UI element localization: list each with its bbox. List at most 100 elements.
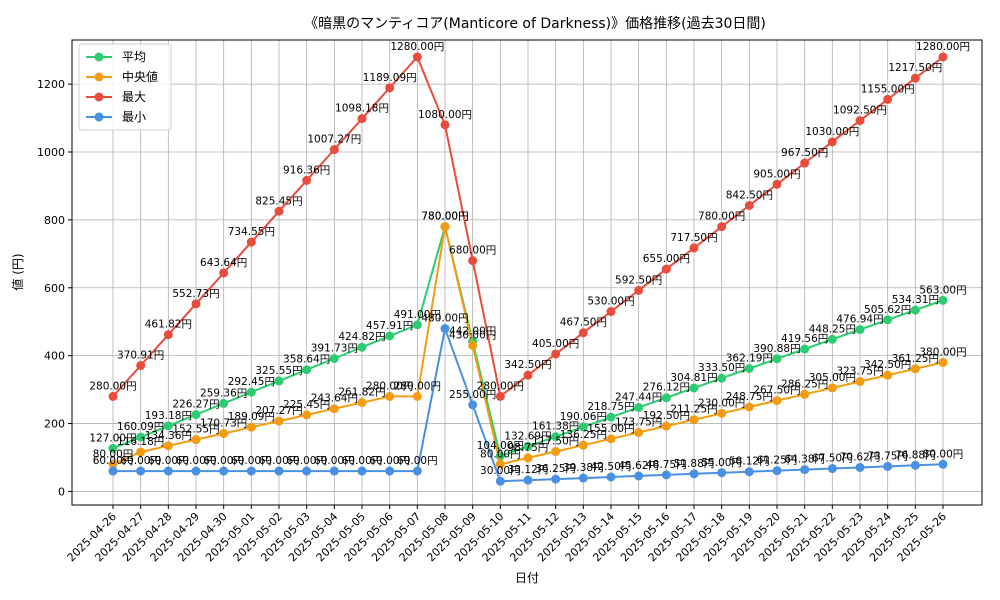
data-label: 530.00円 bbox=[587, 296, 634, 308]
data-label: 424.82円 bbox=[338, 331, 385, 343]
data-point bbox=[191, 299, 201, 309]
data-point bbox=[689, 243, 699, 253]
data-label: 132.69円 bbox=[504, 430, 551, 442]
data-point bbox=[136, 466, 146, 476]
data-label: 259.36円 bbox=[200, 387, 247, 399]
data-label: 45.62円 bbox=[618, 460, 659, 472]
y-tick-label: 600 bbox=[44, 282, 65, 295]
series-0 bbox=[108, 222, 948, 461]
data-label: 152.55円 bbox=[172, 424, 219, 436]
y-tick-label: 200 bbox=[44, 418, 65, 431]
data-point bbox=[412, 52, 422, 62]
data-point bbox=[772, 396, 782, 406]
data-label: 134.36円 bbox=[145, 430, 192, 442]
data-point bbox=[689, 383, 699, 393]
data-point bbox=[219, 398, 229, 408]
legend-item: 平均 bbox=[86, 50, 146, 64]
data-label: 60.00円 bbox=[231, 455, 272, 467]
data-label: 461.82円 bbox=[145, 319, 192, 331]
data-label: 80.00円 bbox=[923, 448, 964, 460]
data-label: 30.00円 bbox=[480, 465, 521, 477]
data-label: 248.75円 bbox=[726, 391, 773, 403]
data-label: 390.88円 bbox=[753, 343, 800, 355]
data-point bbox=[606, 412, 616, 422]
data-label: 276.12円 bbox=[643, 382, 690, 394]
data-point bbox=[246, 387, 256, 397]
data-label: 825.45円 bbox=[255, 195, 302, 207]
data-label: 304.81円 bbox=[670, 372, 717, 384]
data-point bbox=[523, 475, 533, 485]
data-point bbox=[357, 398, 367, 408]
legend-swatch-marker bbox=[94, 92, 104, 102]
data-point bbox=[246, 237, 256, 247]
data-point bbox=[412, 391, 422, 401]
data-point bbox=[744, 200, 754, 210]
data-label: 467.50円 bbox=[560, 317, 607, 329]
data-label: 967.50円 bbox=[781, 147, 828, 159]
data-point bbox=[302, 175, 312, 185]
data-point bbox=[772, 354, 782, 364]
data-point bbox=[800, 344, 810, 354]
data-label: 226.27円 bbox=[172, 399, 219, 411]
data-label: 60.00円 bbox=[397, 455, 438, 467]
data-point bbox=[329, 145, 339, 155]
data-label: 161.38円 bbox=[532, 421, 579, 433]
data-point bbox=[661, 470, 671, 480]
data-label: 476.94円 bbox=[836, 314, 883, 326]
data-label: 189.09円 bbox=[228, 411, 275, 423]
data-label: 323.75円 bbox=[836, 366, 883, 378]
data-label: 280.00円 bbox=[366, 380, 413, 392]
data-point bbox=[634, 427, 644, 437]
data-label: 342.50円 bbox=[864, 359, 911, 371]
data-label: 342.50円 bbox=[504, 359, 551, 371]
data-point bbox=[136, 432, 146, 442]
data-label: 136.25円 bbox=[560, 429, 607, 441]
data-label: 680.00円 bbox=[449, 245, 496, 257]
data-point bbox=[246, 466, 256, 476]
data-point bbox=[329, 466, 339, 476]
data-label: 104.00円 bbox=[477, 440, 524, 452]
data-label: 230.00円 bbox=[698, 397, 745, 409]
data-point bbox=[108, 466, 118, 476]
data-point bbox=[136, 361, 146, 371]
data-point bbox=[800, 465, 810, 475]
data-point bbox=[302, 410, 312, 420]
data-point bbox=[412, 466, 422, 476]
data-label: 491.00円 bbox=[394, 309, 441, 321]
data-label: 60.00円 bbox=[259, 455, 300, 467]
data-point bbox=[385, 391, 395, 401]
data-point bbox=[855, 377, 865, 387]
legend-label: 中央値 bbox=[122, 69, 158, 84]
data-label: 391.73円 bbox=[311, 342, 358, 354]
series-1 bbox=[108, 222, 948, 469]
data-label: 325.55円 bbox=[255, 365, 302, 377]
data-point bbox=[329, 404, 339, 414]
data-label: 60.00円 bbox=[93, 455, 134, 467]
data-point bbox=[495, 391, 505, 401]
data-label: 780.00円 bbox=[698, 211, 745, 223]
y-tick-label: 1000 bbox=[37, 146, 65, 159]
legend-item: 中央値 bbox=[86, 69, 158, 84]
data-label: 48.75円 bbox=[646, 459, 687, 471]
legend-frame bbox=[78, 43, 172, 131]
data-label: 505.62円 bbox=[864, 304, 911, 316]
data-point bbox=[744, 402, 754, 412]
data-point bbox=[357, 342, 367, 352]
data-point bbox=[689, 415, 699, 425]
data-label: 55.00円 bbox=[701, 457, 742, 469]
data-label: 1092.50円 bbox=[833, 105, 887, 117]
data-point bbox=[551, 447, 561, 457]
data-label: 419.56円 bbox=[781, 333, 828, 345]
data-label: 60.00円 bbox=[148, 455, 189, 467]
data-point bbox=[468, 340, 478, 350]
data-label: 61.25円 bbox=[757, 455, 798, 467]
data-label: 98.75円 bbox=[508, 442, 549, 454]
data-label: 1007.27円 bbox=[307, 134, 361, 146]
data-point bbox=[883, 461, 893, 471]
data-label: 280.00円 bbox=[477, 380, 524, 392]
data-point bbox=[191, 466, 201, 476]
data-label: 255.00円 bbox=[449, 389, 496, 401]
data-label: 76.88円 bbox=[895, 449, 936, 461]
data-point bbox=[191, 435, 201, 445]
